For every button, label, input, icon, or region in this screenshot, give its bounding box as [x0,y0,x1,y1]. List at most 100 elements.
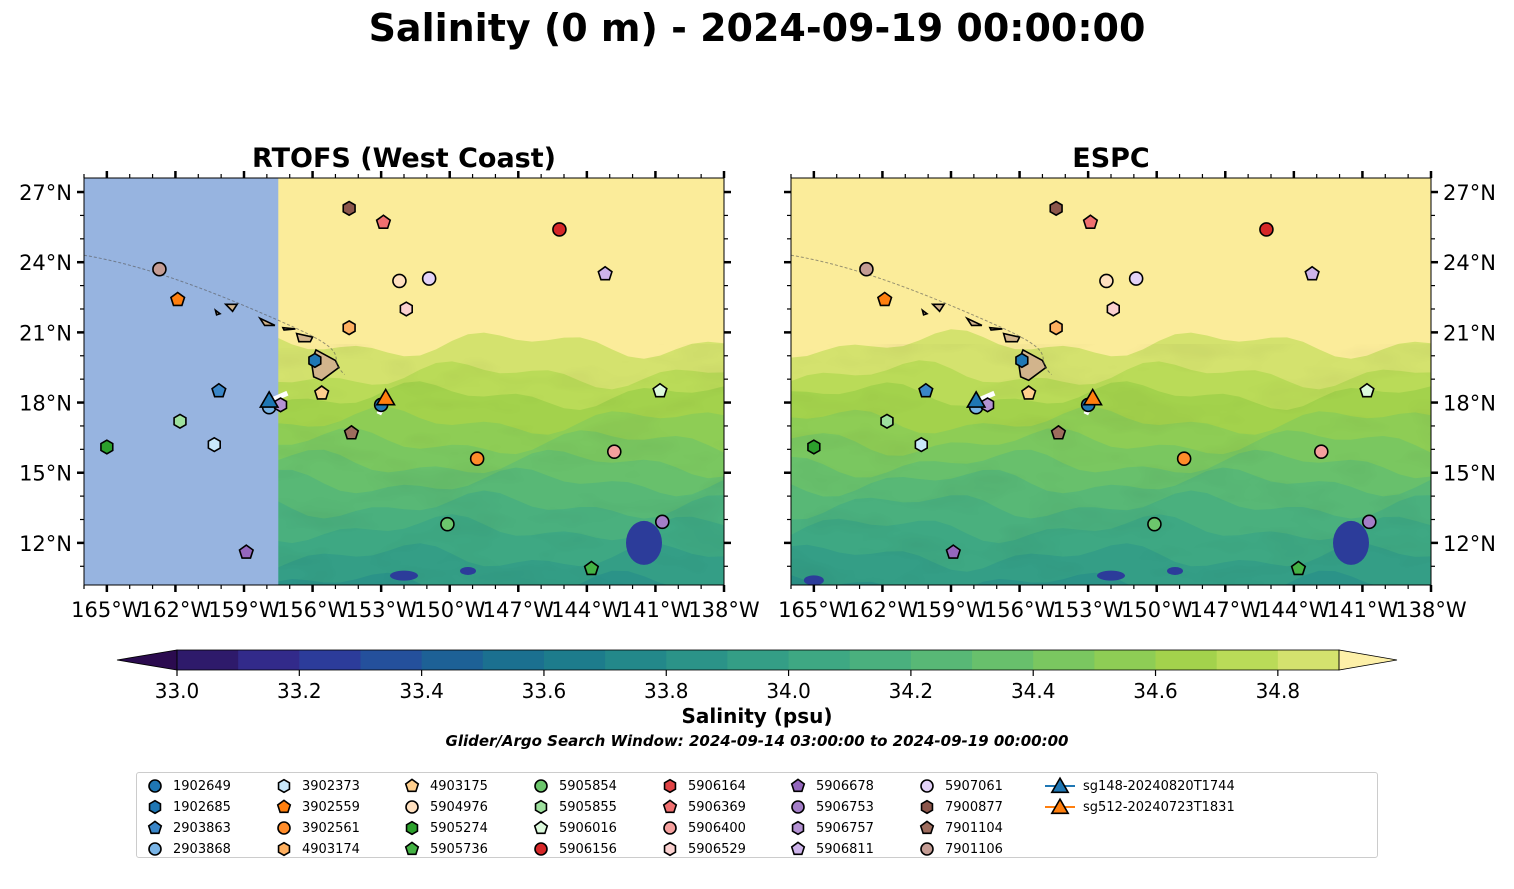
float-5906016 [652,382,668,398]
legend-item: 3902373 [274,776,360,796]
lon-tick-label: 165°W [71,598,143,622]
colorbar-segment [543,650,606,670]
island [988,326,1003,331]
float-3902373 [914,436,929,453]
lon-tick-label: 159°W [915,598,987,622]
colorbar-tick-label: 33.2 [277,679,322,703]
island [223,303,239,313]
colorbar-tick-label: 33.0 [155,679,200,703]
lon-tick-label: 153°W [1052,598,1124,622]
colorbar-segment [238,650,300,670]
float-5905854 [1147,516,1162,532]
island [257,316,276,327]
legend-marker [920,842,934,856]
legend-marker [663,821,677,835]
colorbar-segment [299,650,361,670]
salinity-field [84,178,724,585]
legend-item: 1902649 [145,776,231,796]
circle-marker-icon [277,821,291,835]
colorbar-segment [605,650,667,670]
legend-marker [148,779,162,793]
float-4903174 [342,319,356,336]
legend-marker [663,778,677,794]
legend-item: 3902559 [274,797,360,817]
colorbar-tick-label: 34.6 [1133,679,1178,703]
colorbar-segment [360,650,423,670]
circle-marker-icon [791,800,805,814]
lat-tick-label: 27°N [1443,181,1496,205]
hexagon-marker-icon [791,820,805,836]
float-5905274 [100,439,114,455]
legend-label: 7901104 [945,820,1003,836]
legend-item: 7900877 [917,797,1003,817]
legend-marker [404,778,420,793]
lon-tick-label: 156°W [277,598,349,622]
colorbar-segment [727,650,790,670]
float-1902685 [308,352,322,369]
lat-tick-label: 21°N [19,321,72,345]
legend-marker [662,799,678,814]
circle-marker-icon [405,800,419,814]
lat-tick-label: 24°N [1443,251,1496,275]
lat-tick-label: 15°N [19,462,72,486]
float-1902685 [1015,352,1029,369]
legend-label: 5905736 [430,841,488,857]
colorbar-segment [421,650,484,670]
lat-tick-label: 12°N [19,532,72,556]
circle-marker-icon [148,779,162,793]
float-3902561 [1176,451,1192,466]
lon-tick-label: 141°W [1327,598,1399,622]
legend-label: 2903868 [173,841,231,857]
float-5906016 [1359,382,1375,398]
float-7901104 [343,424,360,440]
float-5905736 [1290,560,1307,576]
lat-tick-label: 18°N [1443,392,1496,416]
legend-label: 7901106 [945,841,1003,857]
float-3902373 [207,436,221,453]
circle-marker-icon [534,842,548,856]
lon-tick-label: 156°W [984,598,1056,622]
colorbar-segment [482,650,545,670]
legend-label: 1902685 [173,799,231,815]
float-5904976 [1099,273,1114,289]
triangle-marker-icon [1045,797,1075,815]
lon-tick-label: 159°W [208,598,280,622]
legend-item: 5905274 [402,818,488,838]
legend-item: sg148-20240820T1744 [1045,776,1235,796]
bathymetry-contour [84,254,345,375]
circle-marker-icon [148,842,162,856]
lat-tick-label: 15°N [1443,462,1496,486]
island [214,308,222,316]
colorbar-segment [849,650,912,670]
pentagon-marker-icon [790,841,806,856]
island [295,332,314,343]
legend-label: 5906369 [688,799,746,815]
legend-marker [148,799,162,815]
legend-marker [790,778,806,793]
lat-tick-label: 24°N [19,251,72,275]
colorbar-tick-label: 34.4 [1011,679,1056,703]
hexagon-marker-icon [534,799,548,815]
legend-label: 5906016 [559,820,617,836]
float-7901106 [152,261,167,277]
legend-label: sg148-20240820T1744 [1083,778,1235,794]
colorbar-tick-label: 34.8 [1256,679,1301,703]
legend-marker [533,820,549,835]
colorbar-segment [1033,650,1095,670]
float-5906753 [654,514,670,530]
lon-tick-label: 162°W [140,598,212,622]
legend-label: 5906811 [816,841,874,857]
fresh-eddy [460,566,476,575]
lon-tick-label: 144°W [551,598,623,622]
float-4903175 [313,385,330,400]
pentagon-marker-icon [276,799,292,814]
legend-marker [148,842,162,856]
legend-label: 7900877 [945,799,1003,815]
float-5906400 [606,444,622,459]
legend-marker [1050,776,1070,794]
hexagon-marker-icon [148,799,162,815]
legend-marker [147,820,163,835]
glider-sg512-20240723T1831 [1082,387,1103,406]
espc-panel: 165°W162°W159°W156°W153°W150°W147°W144°W… [778,143,1496,622]
legend-label: 5905855 [559,799,617,815]
